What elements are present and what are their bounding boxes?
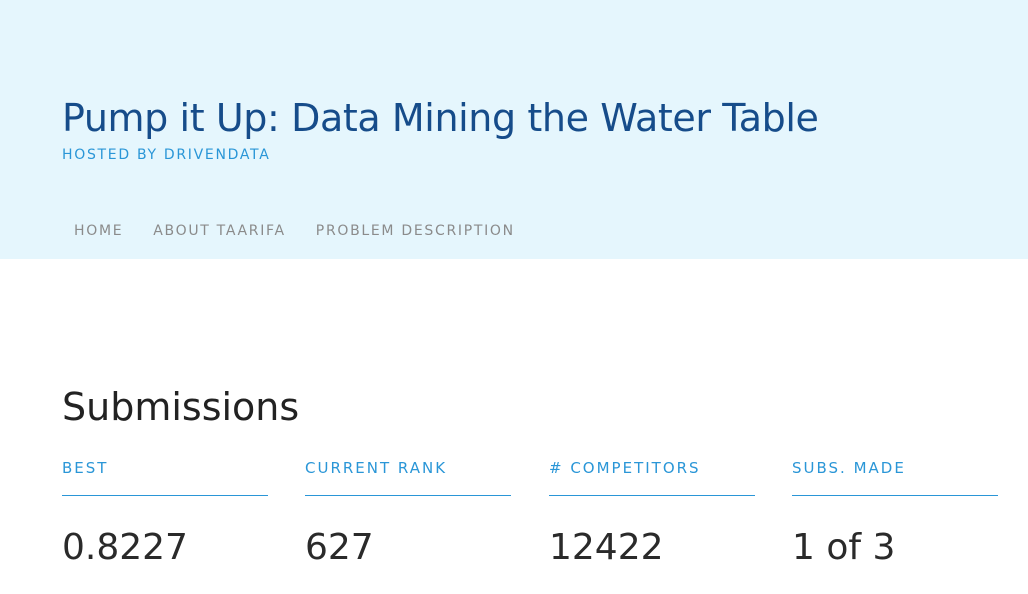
nav-problem-description[interactable]: PROBLEM DESCRIPTION — [315, 223, 515, 239]
stat-label-best: BEST — [62, 456, 268, 496]
stat-value-best: 0.8227 — [62, 527, 188, 568]
competition-header: Pump it Up: Data Mining the Water Table … — [0, 0, 1028, 259]
stat-value-current-rank: 627 — [305, 527, 374, 568]
competition-title: Pump it Up: Data Mining the Water Table — [62, 96, 819, 140]
stat-value-subs-made: 1 of 3 — [792, 527, 896, 568]
submissions-title: Submissions — [62, 385, 300, 429]
nav-about-taarifa[interactable]: ABOUT TAARIFA — [153, 223, 286, 239]
stat-label-competitors: # COMPETITORS — [549, 456, 755, 496]
stat-best: BEST 0.8227 — [62, 456, 268, 570]
stat-label-subs-made: SUBS. MADE — [792, 456, 998, 496]
stat-current-rank: CURRENT RANK 627 — [305, 456, 511, 570]
stat-competitors: # COMPETITORS 12422 — [549, 456, 755, 570]
stat-subs-made: SUBS. MADE 1 of 3 — [792, 456, 998, 570]
stat-value-competitors: 12422 — [549, 527, 664, 568]
hosted-by-label: HOSTED BY DRIVENDATA — [62, 147, 271, 163]
stat-label-current-rank: CURRENT RANK — [305, 456, 511, 496]
nav-home[interactable]: HOME — [74, 223, 124, 239]
competition-nav: HOME ABOUT TAARIFA PROBLEM DESCRIPTION — [62, 221, 533, 241]
